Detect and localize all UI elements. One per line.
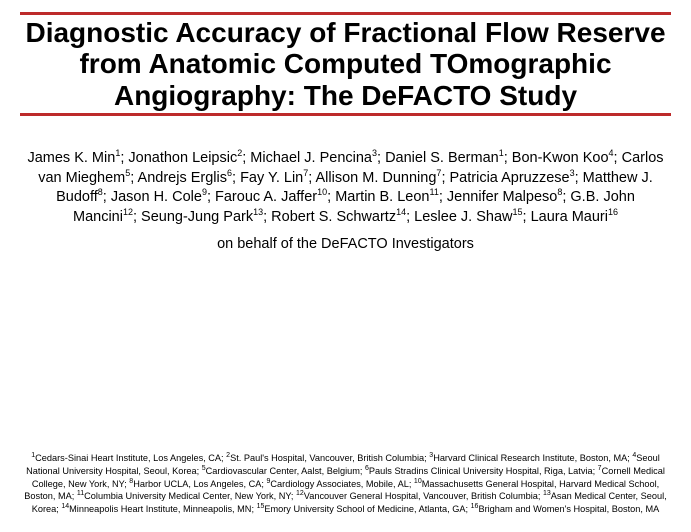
author-affiliation-ref: 4 — [609, 148, 614, 158]
author-name: Fay Y. Lin — [240, 170, 303, 186]
affiliation-number: 12 — [296, 490, 304, 497]
author-name: Jason H. Cole — [111, 189, 202, 205]
author-name: Jonathon Leipsic — [128, 150, 237, 166]
author-name: Daniel S. Berman — [385, 150, 499, 166]
affiliations-list: 1Cedars-Sinai Heart Institute, Los Angel… — [20, 452, 671, 516]
author-affiliation-ref: 16 — [608, 207, 618, 217]
affiliation-text: Harvard Clinical Research Institute, Bos… — [433, 453, 627, 463]
author-name: Bon-Kwon Koo — [512, 150, 609, 166]
slide-title: Diagnostic Accuracy of Fractional Flow R… — [20, 15, 671, 113]
author-name: Andrejs Erglis — [138, 170, 227, 186]
author-affiliation-ref: 9 — [202, 187, 207, 197]
author-affiliation-ref: 10 — [317, 187, 327, 197]
affiliation-text: Cedars-Sinai Heart Institute, Los Angele… — [35, 453, 221, 463]
author-name: Martin B. Leon — [335, 189, 429, 205]
author-name: Michael J. Pencina — [250, 150, 372, 166]
affiliation-text: Cardiovascular Center, Aalst, Belgium — [206, 466, 360, 476]
affiliation-text: Pauls Stradins Clinical University Hospi… — [369, 466, 593, 476]
on-behalf-line: on behalf of the DeFACTO Investigators — [20, 236, 671, 252]
author-affiliation-ref: 2 — [237, 148, 242, 158]
author-affiliation-ref: 15 — [513, 207, 523, 217]
author-name: Jennifer Malpeso — [447, 189, 557, 205]
affiliation-text: Brigham and Women's Hospital, Boston, MA — [478, 504, 659, 514]
author-affiliation-ref: 12 — [123, 207, 133, 217]
affiliation-text: Minneapolis Heart Institute, Minneapolis… — [69, 504, 251, 514]
author-name: Patricia Apruzzese — [450, 170, 570, 186]
affiliation-text: Columbia University Medical Center, New … — [84, 491, 291, 501]
author-affiliation-ref: 8 — [557, 187, 562, 197]
affiliation-number: 10 — [414, 478, 422, 485]
author-affiliation-ref: 11 — [430, 187, 439, 197]
affiliation-text: Emory University School of Medicine, Atl… — [264, 504, 465, 514]
author-name: James K. Min — [27, 150, 115, 166]
author-affiliation-ref: 7 — [303, 168, 308, 178]
author-affiliation-ref: 8 — [98, 187, 103, 197]
author-affiliation-ref: 5 — [125, 168, 130, 178]
author-affiliation-ref: 13 — [253, 207, 263, 217]
author-name: Robert S. Schwartz — [271, 209, 396, 225]
bottom-rule — [20, 113, 671, 116]
author-affiliation-ref: 14 — [396, 207, 406, 217]
author-name: Laura Mauri — [531, 209, 608, 225]
author-name: Allison M. Dunning — [316, 170, 437, 186]
affiliation-text: Cardiology Associates, Mobile, AL — [270, 479, 408, 489]
affiliation-text: St. Paul's Hospital, Vancouver, British … — [230, 453, 424, 463]
author-name: Farouc A. Jaffer — [215, 189, 317, 205]
affiliation-number: 13 — [543, 490, 551, 497]
authors-list: James K. Min1; Jonathon Leipsic2; Michae… — [20, 148, 671, 227]
author-affiliation-ref: 6 — [227, 168, 232, 178]
affiliation-text: Vancouver General Hospital, Vancouver, B… — [304, 491, 538, 501]
author-affiliation-ref: 7 — [436, 168, 441, 178]
author-affiliation-ref: 1 — [499, 148, 504, 158]
author-affiliation-ref: 3 — [570, 168, 575, 178]
affiliation-text: Harbor UCLA, Los Angeles, CA — [133, 479, 261, 489]
author-name: Seung-Jung Park — [141, 209, 253, 225]
author-affiliation-ref: 3 — [372, 148, 377, 158]
author-name: Leslee J. Shaw — [414, 209, 512, 225]
title-block: Diagnostic Accuracy of Fractional Flow R… — [20, 12, 671, 116]
affiliation-number: 14 — [61, 503, 69, 510]
author-affiliation-ref: 1 — [115, 148, 120, 158]
